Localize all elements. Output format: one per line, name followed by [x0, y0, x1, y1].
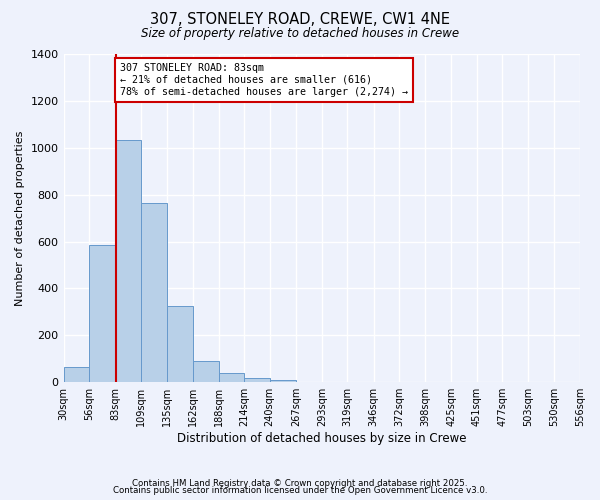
Y-axis label: Number of detached properties: Number of detached properties: [15, 130, 25, 306]
Text: Contains HM Land Registry data © Crown copyright and database right 2025.: Contains HM Land Registry data © Crown c…: [132, 478, 468, 488]
Bar: [270, 380, 296, 382]
Bar: [116, 140, 141, 382]
X-axis label: Distribution of detached houses by size in Crewe: Distribution of detached houses by size …: [177, 432, 467, 445]
Bar: [244, 378, 270, 382]
Text: 307 STONELEY ROAD: 83sqm
← 21% of detached houses are smaller (616)
78% of semi-: 307 STONELEY ROAD: 83sqm ← 21% of detach…: [121, 64, 409, 96]
Text: Contains public sector information licensed under the Open Government Licence v3: Contains public sector information licen…: [113, 486, 487, 495]
Text: 307, STONELEY ROAD, CREWE, CW1 4NE: 307, STONELEY ROAD, CREWE, CW1 4NE: [150, 12, 450, 28]
Bar: [218, 374, 244, 382]
Bar: [64, 367, 89, 382]
Bar: [193, 361, 218, 382]
Text: Size of property relative to detached houses in Crewe: Size of property relative to detached ho…: [141, 28, 459, 40]
Bar: [89, 245, 116, 382]
Bar: [167, 306, 193, 382]
Bar: [141, 203, 167, 382]
